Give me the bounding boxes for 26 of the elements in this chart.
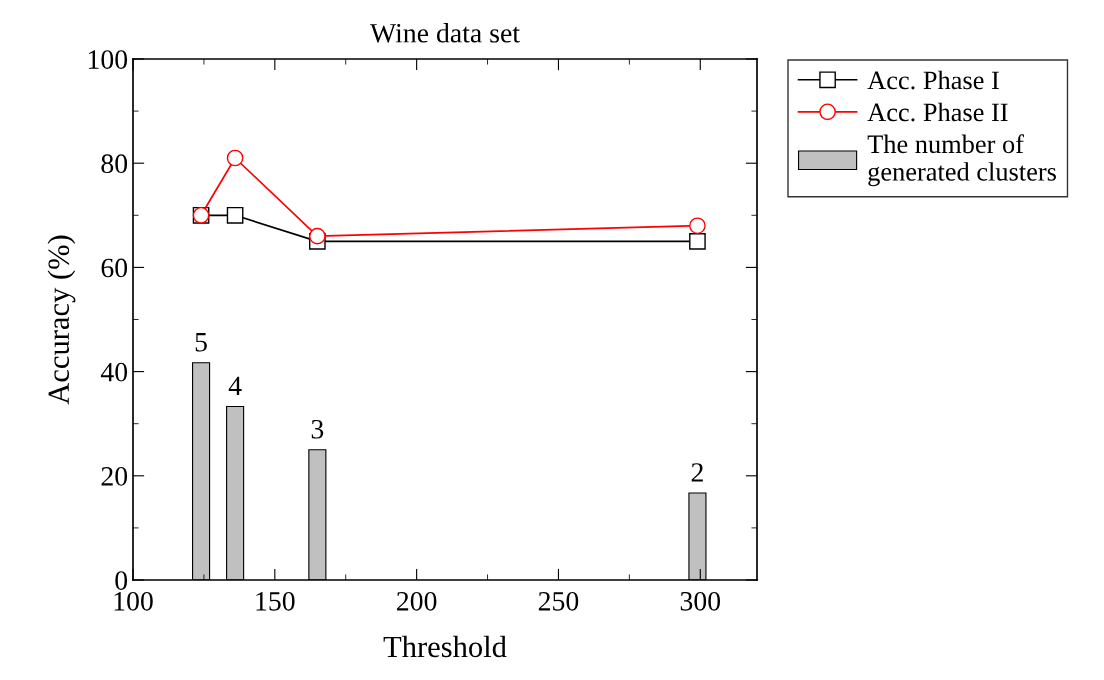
y-tick-label: 100 [88, 50, 128, 69]
x-tick-label: 300 [680, 591, 721, 611]
x-tick-label: 150 [256, 591, 295, 611]
y-tick-label: 0 [115, 571, 128, 590]
annotation: 2 [691, 463, 703, 482]
y-tick-label: 40 [100, 362, 128, 382]
y-tick-label: 20 [101, 466, 128, 486]
annotation: 5 [195, 333, 207, 352]
x-tick-label: 200 [397, 591, 437, 611]
annotation: 3 [311, 419, 324, 439]
x-tick-label: 250 [538, 591, 579, 611]
point [689, 233, 706, 250]
y-tick-label: 60 [101, 258, 128, 278]
y-tick-label: 80 [101, 154, 128, 174]
x-tick-label: 100 [114, 591, 153, 611]
legend-label: Acc. Phase II [867, 102, 1008, 122]
point [226, 149, 244, 167]
legend-label: Acc. Phase I [867, 70, 999, 90]
chart-title: Wine data set [370, 23, 520, 43]
y-axis-title: Accuracy (%) [47, 235, 76, 405]
point [689, 217, 706, 235]
point [309, 227, 326, 245]
legend-label: The number of generated clusters [867, 134, 1056, 187]
point [226, 206, 244, 224]
annotation: 4 [228, 376, 242, 396]
x-axis-title: Threshold [383, 635, 507, 658]
